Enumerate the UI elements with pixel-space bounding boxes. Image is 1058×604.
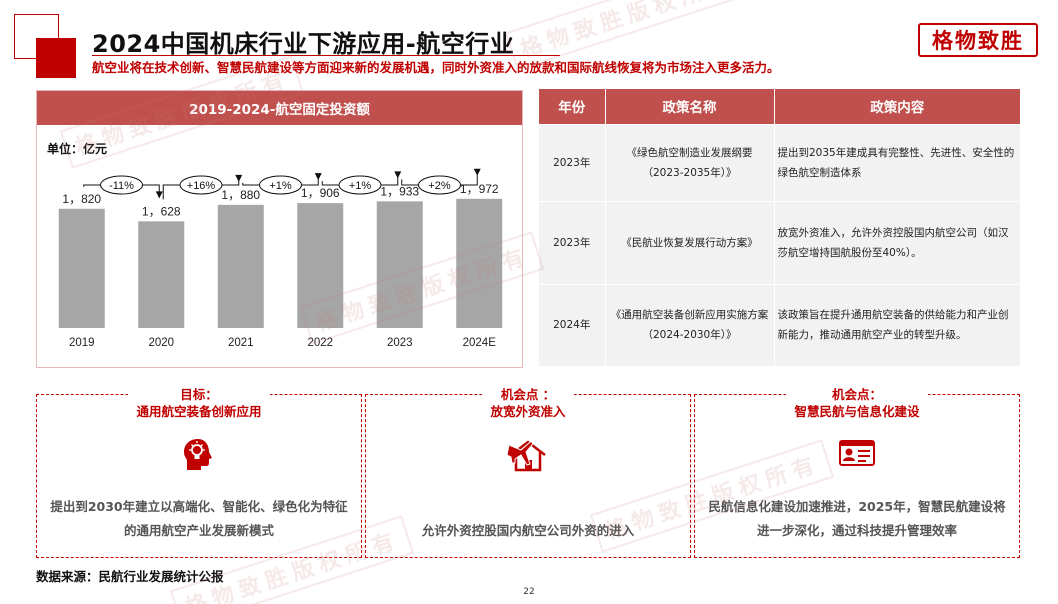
opportunity-box-title: 放宽外资准入 xyxy=(490,404,566,419)
opportunity-box-title: 智慧民航与信息化建设 xyxy=(794,404,920,419)
policy-table: 年份 政策名称 政策内容 2023年 《绿色航空制造业发展纲要（2023-203… xyxy=(539,89,1020,366)
growth-rate-label: +1% xyxy=(269,180,292,192)
table-row: 2024年 《通用航空装备创新应用实施方案（2024-2030年）》 该政策旨在… xyxy=(539,283,1020,366)
investment-chart-panel: 2019-2024-航空固定投资额 单位：亿元 1，820 2019 1，628 20… xyxy=(36,90,523,368)
chart-value-label: 1，820 xyxy=(62,192,101,206)
growth-arrow-head xyxy=(394,171,402,179)
table-row: 2023年 《绿色航空制造业发展纲要（2023-2035年）》 提出到2035年… xyxy=(539,123,1020,201)
growth-rate-badge xyxy=(100,175,143,195)
id-card-icon xyxy=(838,437,876,471)
chart-value-label: 1，628 xyxy=(142,204,181,218)
goal-box-title: 通用航空装备创新应用 xyxy=(136,404,262,419)
chart-x-tick-label: 2024E xyxy=(463,337,497,349)
table-cell-year: 2023年 xyxy=(539,123,606,201)
title-divider xyxy=(92,55,560,56)
table-cell-policy-name: 《绿色航空制造业发展纲要（2023-2035年）》 xyxy=(605,123,775,201)
page-subtitle: 航空业将在技术创新、智慧民航建设等方面迎来新的发展机遇，同时外资准入的放款和国际… xyxy=(92,60,780,75)
table-cell-policy-content: 提出到2035年建成具有完整性、先进性、安全性的绿色航空制造体系 xyxy=(774,123,1020,201)
opportunity-box-label: 机会点 ： xyxy=(500,387,556,402)
plane-house-icon xyxy=(506,437,549,477)
chart-unit-label: 单位：亿元 xyxy=(47,142,108,156)
table-header-policy-name: 政策名称 xyxy=(605,89,775,124)
table-header-year: 年份 xyxy=(539,89,606,124)
chart-bar xyxy=(217,204,264,328)
data-source-note: 数据来源：民航行业发展统计公报 xyxy=(36,569,224,584)
table-cell-year: 2023年 xyxy=(539,200,606,284)
chart-x-tick-label: 2019 xyxy=(69,337,95,349)
head-lightbulb-icon xyxy=(181,437,217,477)
chart-value-label: 1，906 xyxy=(301,186,340,200)
brand-logo: 格物致胜 xyxy=(918,23,1038,57)
table-cell-policy-content: 放宽外资准入，允许外资控股国内航空公司（如汉莎航空增持国航股份至40%）。 xyxy=(774,200,1020,284)
goal-box-label: 目标： xyxy=(180,387,218,402)
chart-bar xyxy=(456,198,503,328)
goal-box-description: 提出到2030年建立以高端化、智能化、绿色化为特征的通用航空产业发展新模式 xyxy=(50,499,348,538)
opportunity-box-description: 民航信息化建设加速推进，2025年，智慧民航建设将进一步深化，通过科技提升管理效… xyxy=(708,499,1006,538)
chart-x-tick-label: 2022 xyxy=(307,337,333,349)
growth-rate-badge xyxy=(259,175,302,195)
investment-bar-chart: 1，820 2019 1，628 2020 1，880 2021 1，906 2022 1，93… xyxy=(58,168,503,349)
goal-box: 目标： 通用航空装备创新应用 提出到2030年建立以高端化、智能化、绿色化为特征… xyxy=(36,386,362,558)
growth-arrow-head xyxy=(473,168,481,176)
chart-value-label: 1，972 xyxy=(460,182,499,196)
chart-bar xyxy=(138,221,185,328)
growth-rate-badge xyxy=(418,175,461,195)
chart-header: 2019-2024-航空固定投资额 xyxy=(37,91,522,125)
chart-x-tick-label: 2023 xyxy=(387,337,413,349)
growth-arrow-head xyxy=(155,191,163,199)
growth-rate-label: -11% xyxy=(109,180,134,192)
table-cell-policy-name: 《通用航空装备创新应用实施方案（2024-2030年）》 xyxy=(605,283,775,366)
chart-bar xyxy=(58,208,105,328)
growth-arrow-head xyxy=(314,173,322,181)
growth-rate-label: +1% xyxy=(349,180,372,192)
table-cell-year: 2024年 xyxy=(539,283,606,366)
opportunity-box-label: 机会点： xyxy=(831,387,882,402)
chart-x-tick-label: 2021 xyxy=(228,337,254,349)
chart-x-tick-label: 2020 xyxy=(148,337,174,349)
page-number: 22 xyxy=(523,587,535,597)
chart-bar xyxy=(297,203,344,328)
opportunity-box-description: 允许外资控股国内航空公司外资的进入 xyxy=(421,523,635,538)
page-title: 2024中国机床行业下游应用-航空行业 xyxy=(92,30,515,58)
table-row: 2023年 《民航业恢复发展行动方案》 放宽外资准入，允许外资控股国内航空公司（… xyxy=(539,200,1020,284)
chart-bar xyxy=(376,201,423,328)
growth-arrow-head xyxy=(235,174,243,182)
table-cell-policy-name: 《民航业恢复发展行动方案》 xyxy=(605,200,775,284)
growth-rate-label: +16% xyxy=(187,180,216,192)
header-decoration-square xyxy=(36,38,76,78)
chart-value-label: 1，880 xyxy=(221,188,260,202)
growth-rate-badge xyxy=(179,175,223,195)
opportunity-box-foreign-investment: 机会点 ： 放宽外资准入 允许外资控股国内航空公司外资的进入 xyxy=(365,386,691,558)
opportunity-box-smart-aviation: 机会点： 智慧民航与信息化建设 民航信息化建设加速推进，2025年，智慧民航建设… xyxy=(694,386,1020,558)
table-header-row: 年份 政策名称 政策内容 xyxy=(539,89,1020,124)
growth-rate-label: +2% xyxy=(428,180,451,192)
table-cell-policy-content: 该政策旨在提升通用航空装备的供给能力和产业创新能力，推动通用航空产业的转型升级。 xyxy=(774,283,1020,366)
chart-value-label: 1，933 xyxy=(380,184,419,198)
growth-rate-badge xyxy=(338,175,382,195)
table-header-policy-content: 政策内容 xyxy=(774,89,1020,124)
